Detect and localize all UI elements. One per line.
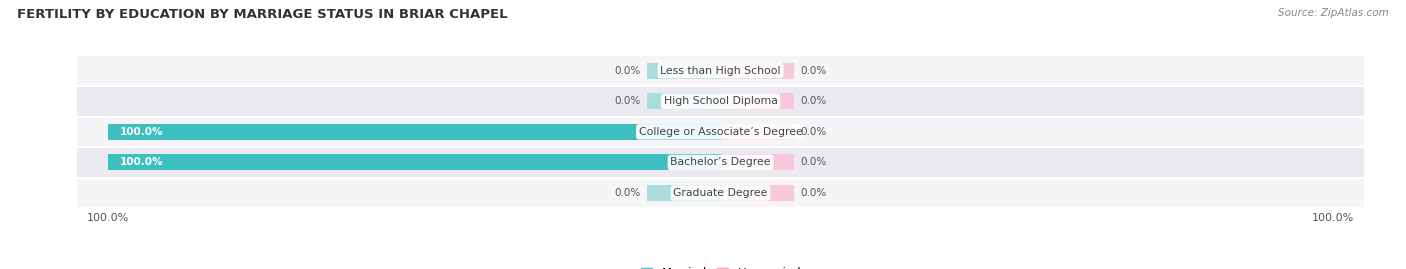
Text: College or Associate’s Degree: College or Associate’s Degree xyxy=(638,127,803,137)
Text: 0.0%: 0.0% xyxy=(800,96,827,106)
Text: 0.0%: 0.0% xyxy=(614,66,641,76)
Text: 0.0%: 0.0% xyxy=(800,127,827,137)
Text: 100.0%: 100.0% xyxy=(120,157,163,167)
Text: Graduate Degree: Graduate Degree xyxy=(673,188,768,198)
Bar xyxy=(108,154,721,170)
Bar xyxy=(108,124,721,140)
Legend: Married, Unmarried: Married, Unmarried xyxy=(636,263,806,269)
Bar xyxy=(721,124,794,140)
Bar xyxy=(647,154,721,170)
Bar xyxy=(77,86,1364,116)
Bar xyxy=(721,63,794,79)
Text: 0.0%: 0.0% xyxy=(614,96,641,106)
Text: 0.0%: 0.0% xyxy=(800,157,827,167)
Bar xyxy=(721,185,794,201)
Text: 0.0%: 0.0% xyxy=(614,188,641,198)
Bar xyxy=(721,93,794,109)
Text: FERTILITY BY EDUCATION BY MARRIAGE STATUS IN BRIAR CHAPEL: FERTILITY BY EDUCATION BY MARRIAGE STATU… xyxy=(17,8,508,21)
Text: Source: ZipAtlas.com: Source: ZipAtlas.com xyxy=(1278,8,1389,18)
Bar xyxy=(647,124,721,140)
Text: 100.0%: 100.0% xyxy=(120,127,163,137)
Text: 0.0%: 0.0% xyxy=(800,66,827,76)
Text: High School Diploma: High School Diploma xyxy=(664,96,778,106)
Bar xyxy=(77,147,1364,178)
Bar xyxy=(77,55,1364,86)
Text: Less than High School: Less than High School xyxy=(661,66,780,76)
Bar xyxy=(77,178,1364,208)
Text: 0.0%: 0.0% xyxy=(800,188,827,198)
Bar xyxy=(721,154,794,170)
Text: Bachelor’s Degree: Bachelor’s Degree xyxy=(671,157,770,167)
Bar xyxy=(647,93,721,109)
Bar xyxy=(77,116,1364,147)
Bar xyxy=(647,63,721,79)
Bar xyxy=(647,185,721,201)
